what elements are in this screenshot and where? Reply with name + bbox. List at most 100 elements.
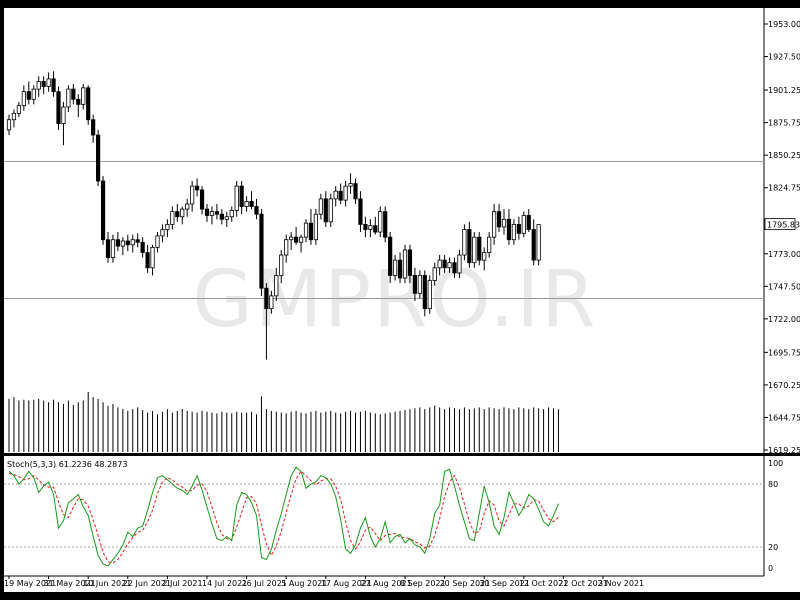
- horizontal-lines: [4, 161, 764, 299]
- price-tick-label: 1695.75: [768, 348, 800, 357]
- date-tick-label: 3 Nov 2021: [598, 579, 644, 588]
- candle-body: [506, 218, 512, 241]
- candle: [526, 209, 531, 233]
- candle-body: [140, 241, 145, 253]
- candle-body: [422, 275, 427, 310]
- candle-body: [264, 287, 269, 310]
- candle: [26, 81, 31, 105]
- candle-body: [209, 211, 215, 216]
- candle: [274, 267, 279, 301]
- current-price-box: [764, 218, 796, 231]
- candle-body: [71, 88, 76, 100]
- candle: [462, 224, 467, 261]
- candle-body: [293, 236, 299, 243]
- candle: [383, 206, 388, 243]
- candle: [308, 209, 314, 245]
- date-tick-label: 20 Sep 2021: [440, 579, 491, 588]
- candlesticks: [6, 71, 541, 360]
- candle: [447, 257, 452, 273]
- candle-body: [482, 252, 487, 261]
- candle-body: [279, 254, 284, 276]
- candle: [170, 206, 175, 230]
- date-axis[interactable]: [4, 576, 800, 592]
- candle-body: [303, 222, 309, 238]
- candle-body: [36, 81, 41, 90]
- candle-body: [229, 209, 234, 218]
- candle-body: [462, 229, 467, 256]
- candle: [36, 76, 41, 97]
- candle-body: [135, 239, 140, 243]
- candle-body: [472, 236, 477, 264]
- candle: [269, 290, 274, 314]
- candle-body: [259, 213, 264, 289]
- stochastic-level-lines: [4, 483, 764, 548]
- candle-body: [323, 198, 328, 223]
- candle-body: [333, 190, 338, 200]
- stochastic-lines: [8, 466, 559, 567]
- candle: [333, 186, 338, 207]
- candle: [190, 180, 195, 212]
- candle: [417, 270, 422, 299]
- candle: [140, 237, 145, 258]
- candle: [353, 178, 358, 204]
- date-tick-label: 31 May 2021: [44, 579, 96, 588]
- candle: [397, 252, 403, 284]
- candle-body: [150, 246, 155, 269]
- candle-body: [76, 98, 81, 105]
- candle-body: [51, 78, 56, 93]
- volume-bars: [8, 392, 559, 452]
- candle-body: [199, 189, 205, 210]
- candle: [180, 206, 185, 225]
- candle: [348, 173, 353, 194]
- price-tick-label: 1619.25: [768, 446, 800, 455]
- candle: [175, 203, 180, 222]
- candle-body: [21, 91, 26, 107]
- candle: [185, 198, 190, 217]
- candle: [120, 237, 125, 256]
- price-tick-label: 1644.75: [768, 413, 800, 422]
- stochastic-tick-label: 100: [768, 459, 783, 468]
- candle: [81, 83, 86, 110]
- candle: [506, 209, 512, 245]
- candle: [11, 109, 17, 128]
- candle-body: [219, 213, 224, 220]
- candle-body: [328, 198, 333, 223]
- candle: [328, 193, 333, 227]
- candle: [204, 203, 210, 222]
- candle: [51, 71, 56, 97]
- candle: [482, 247, 487, 271]
- candle: [293, 226, 299, 245]
- date-tick-label: 5 Aug 2021: [281, 579, 327, 588]
- candle-body: [536, 224, 541, 261]
- candle-body: [254, 206, 259, 215]
- candle-body: [363, 223, 368, 230]
- candle: [6, 114, 12, 136]
- candle: [125, 234, 130, 252]
- date-tick-label: 26 Jul 2021: [242, 579, 287, 588]
- candle: [155, 232, 160, 253]
- price-tick-label: 1722.00: [768, 315, 800, 324]
- candle-body: [249, 201, 254, 207]
- candle: [318, 193, 323, 220]
- candle: [442, 255, 447, 273]
- candle-body: [125, 240, 130, 246]
- stochastic-panel[interactable]: [4, 456, 764, 576]
- candle: [41, 76, 46, 95]
- candle-body: [526, 215, 531, 230]
- candle: [358, 191, 363, 233]
- candle-body: [11, 112, 17, 121]
- stochastic-tick-label: 20: [768, 543, 778, 552]
- candle: [46, 72, 51, 92]
- price-axis[interactable]: [764, 8, 800, 453]
- candle-body: [110, 239, 116, 258]
- candle-body: [318, 198, 323, 215]
- candle-body: [145, 252, 150, 269]
- candle: [412, 267, 418, 301]
- candle-body: [447, 262, 452, 269]
- candle: [363, 216, 368, 238]
- date-tick-label: 22 Oct 2021: [558, 579, 607, 588]
- candle-body: [358, 198, 363, 225]
- candle-body: [96, 134, 101, 182]
